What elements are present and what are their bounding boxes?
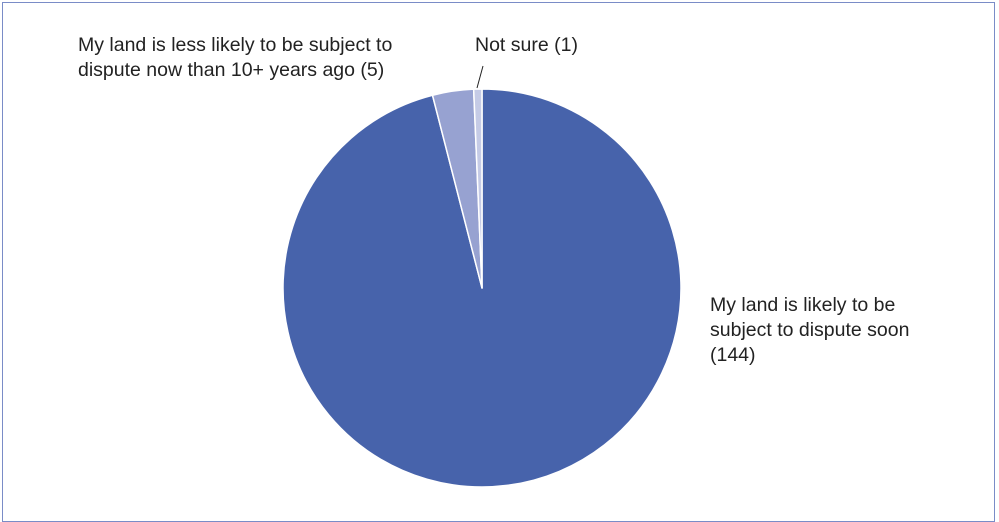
label-less-likely-dispute: My land is less likely to be subject to …: [78, 34, 398, 81]
pie-chart: My land is likely to be subject to dispu…: [78, 34, 915, 488]
slice-not-sure: [472, 88, 483, 289]
pie-slices: [282, 88, 682, 488]
label-likely-dispute-soon: My land is likely to be subject to dispu…: [710, 294, 915, 366]
label-not-sure: Not sure (1): [475, 34, 578, 56]
leader-line-not-sure: [476, 65, 484, 89]
